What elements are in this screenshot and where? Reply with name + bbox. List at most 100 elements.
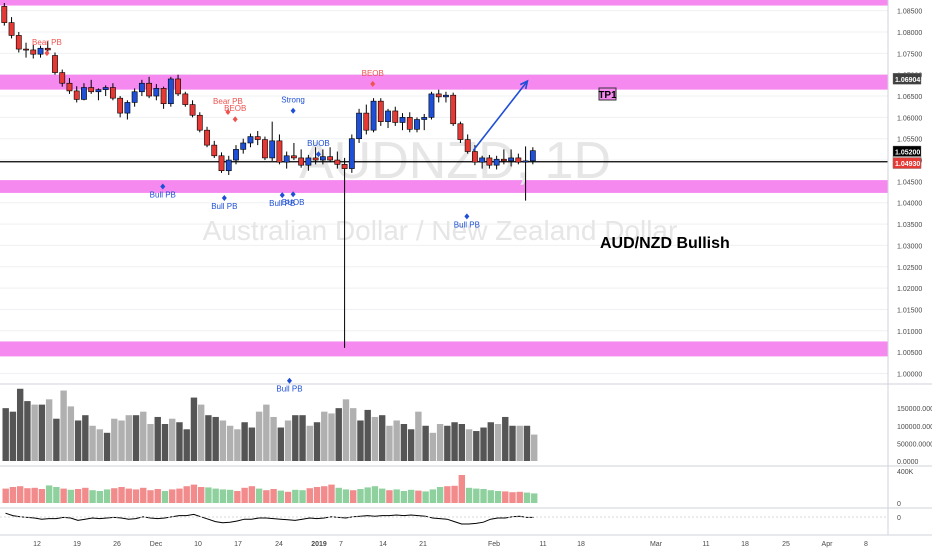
volume-tick-label: 150000.0000 bbox=[897, 406, 932, 413]
candle bbox=[334, 151, 341, 169]
volume-bar bbox=[2, 408, 9, 461]
candle bbox=[52, 52, 58, 75]
candle bbox=[283, 151, 290, 169]
candle-body bbox=[479, 157, 486, 163]
candle bbox=[44, 41, 51, 53]
candle bbox=[312, 147, 319, 165]
histogram-bar bbox=[67, 489, 75, 503]
candle-body bbox=[1, 6, 8, 23]
candle bbox=[428, 91, 435, 120]
candle bbox=[522, 146, 529, 201]
candle-body bbox=[110, 87, 116, 99]
volume-bar bbox=[67, 406, 75, 461]
sr-zone bbox=[0, 74, 888, 90]
volume-bar bbox=[371, 416, 379, 461]
candle bbox=[254, 131, 261, 146]
candle bbox=[500, 149, 507, 165]
annotation-label: BUOB bbox=[307, 139, 330, 148]
candle-body bbox=[305, 157, 312, 166]
candles-layer[interactable] bbox=[1, 2, 536, 348]
histogram-bar bbox=[407, 489, 415, 503]
volume-bar bbox=[38, 404, 46, 461]
histogram-bar bbox=[487, 490, 494, 503]
oscillator-layer bbox=[0, 512, 888, 525]
pattern-annotation: BEOB bbox=[362, 69, 384, 87]
histogram-layer bbox=[2, 475, 538, 503]
volume-bar bbox=[205, 415, 212, 461]
candle bbox=[117, 96, 124, 118]
candle bbox=[59, 69, 66, 87]
volume-bar bbox=[234, 429, 241, 461]
histogram-bar bbox=[277, 490, 285, 503]
annotation-label: BEOB bbox=[362, 69, 384, 78]
volume-bar bbox=[378, 415, 386, 461]
histogram-bar bbox=[226, 489, 234, 503]
candle-body bbox=[312, 157, 319, 161]
pattern-annotation: Bear PB bbox=[213, 97, 243, 115]
candle bbox=[377, 98, 384, 126]
volume-bar bbox=[16, 388, 24, 461]
candle-body bbox=[457, 123, 464, 140]
volume-bar bbox=[219, 420, 227, 461]
volume-bar bbox=[190, 397, 198, 461]
candle-body bbox=[298, 157, 305, 166]
histogram-bar bbox=[234, 491, 241, 503]
candle bbox=[37, 45, 44, 58]
volume-bar bbox=[473, 431, 480, 461]
volume-bar bbox=[364, 409, 371, 461]
histogram-bar bbox=[60, 488, 67, 503]
histogram-bar bbox=[292, 489, 299, 503]
candle-body bbox=[515, 157, 522, 163]
candle-body bbox=[356, 112, 362, 140]
volume-bar bbox=[415, 411, 422, 461]
volume-bar bbox=[465, 429, 473, 461]
sr-zone bbox=[0, 0, 888, 6]
pattern-annotation: BUOB bbox=[282, 191, 305, 207]
sr-zone bbox=[0, 180, 888, 193]
histogram-bar bbox=[270, 489, 277, 503]
annotation-label: Strong bbox=[281, 96, 305, 105]
date-tick-label: 25 bbox=[782, 541, 790, 548]
annotation-marker bbox=[464, 213, 470, 220]
histogram-bar bbox=[299, 490, 306, 503]
volume-bar bbox=[60, 390, 67, 461]
volume-bar bbox=[111, 418, 118, 461]
tp1-text: TP1 bbox=[598, 90, 617, 101]
histogram-bar bbox=[161, 491, 169, 503]
candle-body bbox=[30, 49, 37, 55]
volume-bar bbox=[516, 425, 523, 461]
candle-body bbox=[167, 78, 174, 105]
candle-body bbox=[59, 72, 66, 84]
annotation-label: BUOB bbox=[282, 198, 305, 207]
candle bbox=[421, 113, 428, 131]
volume-bar bbox=[480, 427, 487, 461]
candle-body bbox=[377, 100, 384, 122]
date-tick-label: Mar bbox=[650, 541, 663, 548]
price-badge-label: 1.06904 bbox=[895, 77, 920, 84]
candle bbox=[508, 149, 515, 167]
histogram-bar bbox=[219, 489, 227, 503]
candle bbox=[233, 145, 239, 165]
candle-body bbox=[486, 157, 493, 166]
annotation-marker bbox=[221, 195, 227, 202]
candle bbox=[138, 79, 145, 97]
date-tick-label: 7 bbox=[339, 541, 343, 548]
volume-bar bbox=[292, 415, 299, 461]
candle-body bbox=[15, 35, 22, 50]
annotation-marker bbox=[290, 191, 296, 198]
candle-body bbox=[124, 102, 131, 114]
volume-bar bbox=[422, 425, 429, 461]
projection-arrow-line bbox=[472, 80, 529, 152]
histogram-bar bbox=[190, 484, 198, 503]
histogram-bar bbox=[212, 488, 219, 503]
candle-body bbox=[341, 164, 348, 169]
candle bbox=[464, 134, 471, 154]
pattern-annotation: Bull PB bbox=[269, 192, 295, 208]
volume-bar bbox=[103, 432, 111, 461]
histogram-bar bbox=[502, 491, 509, 503]
price-tick-label: 1.08000 bbox=[897, 30, 922, 37]
volume-bar bbox=[24, 401, 31, 461]
candle bbox=[131, 88, 138, 107]
candle-body bbox=[196, 114, 203, 131]
